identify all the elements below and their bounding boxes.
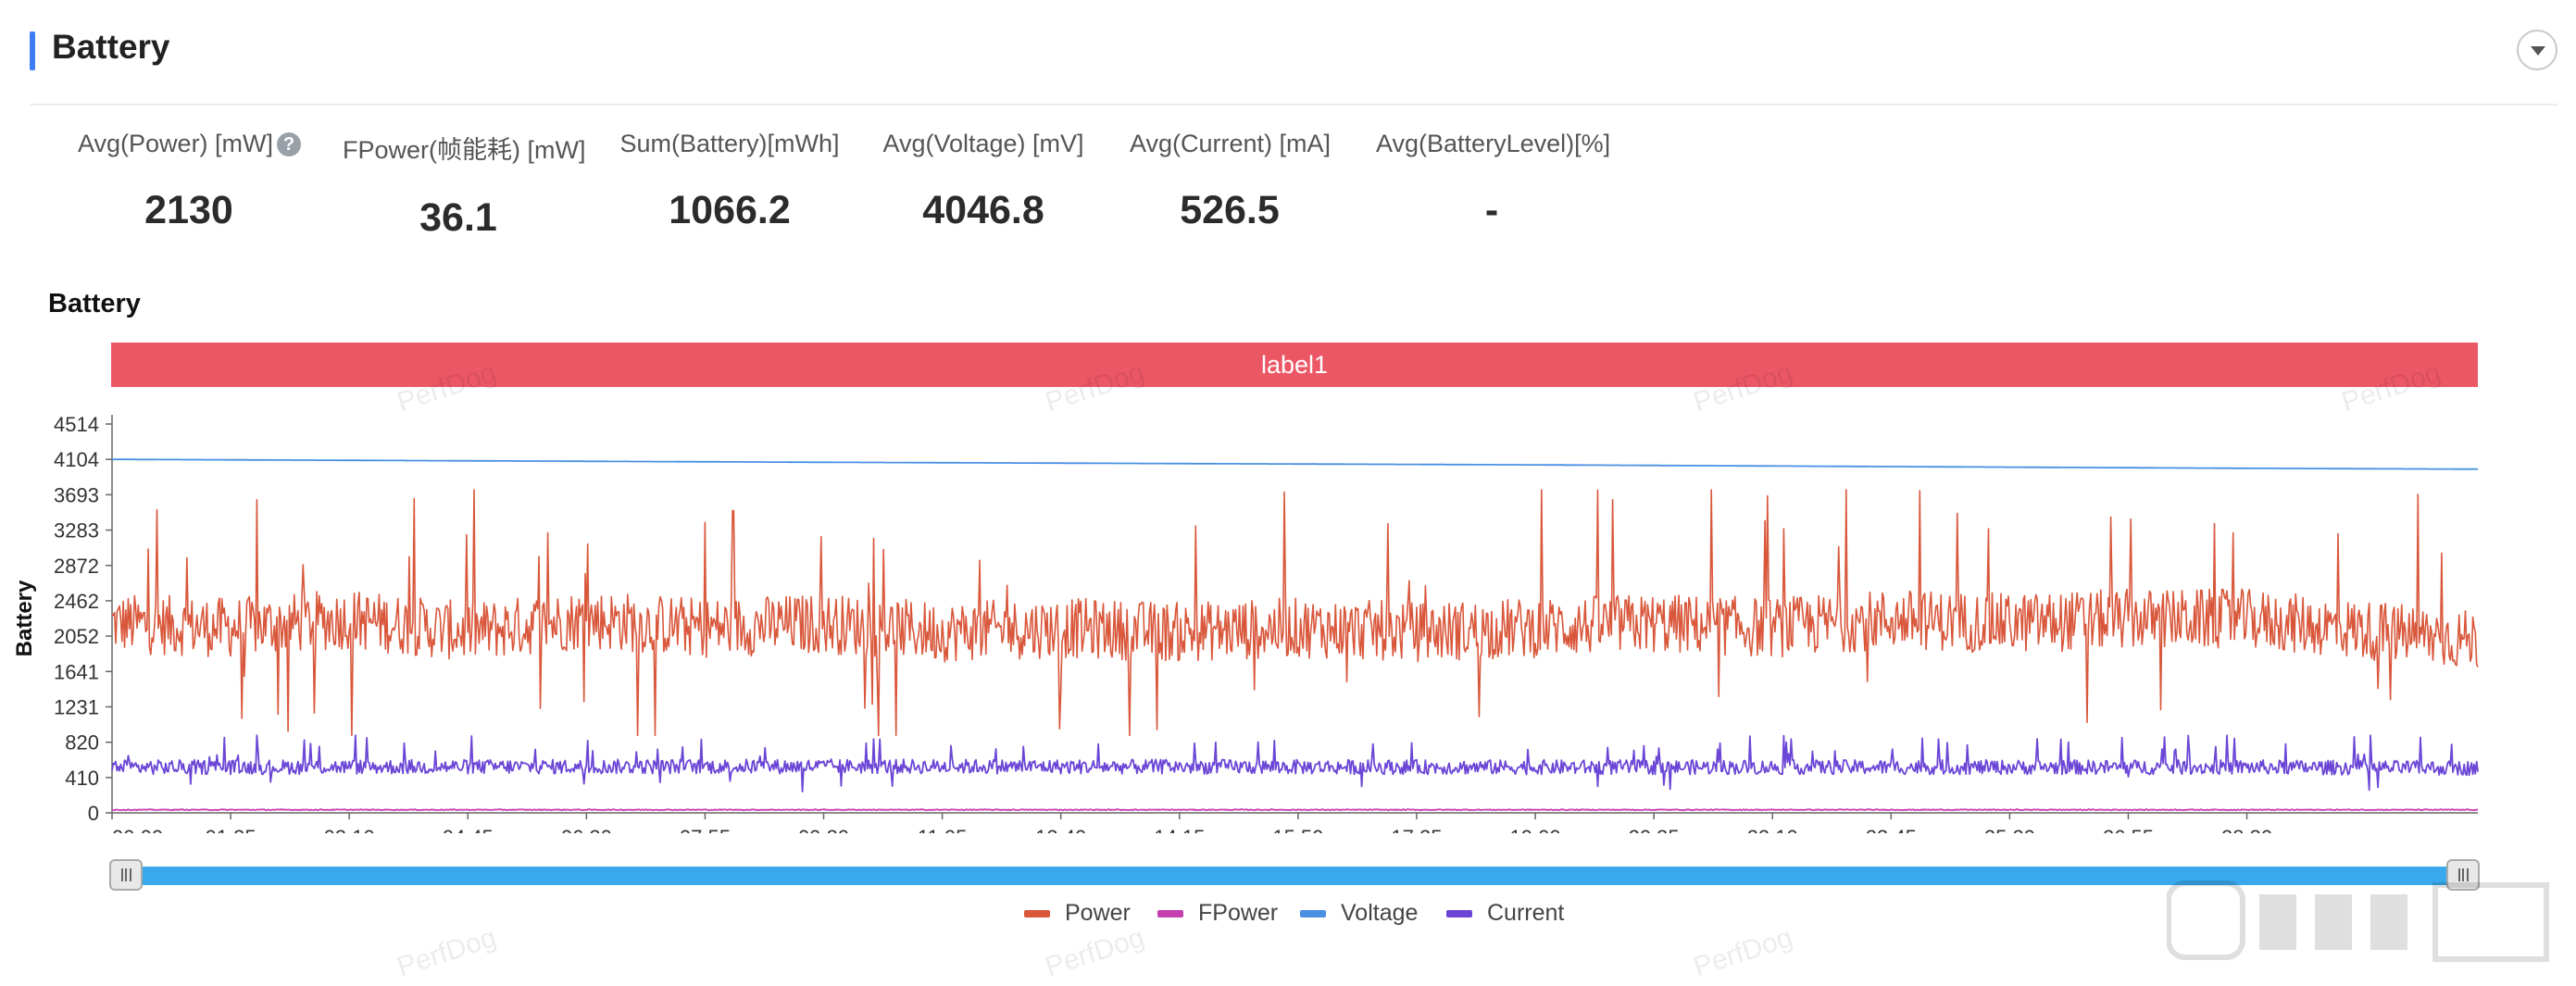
y-tick-label: 4104 — [54, 448, 99, 471]
section-header: Battery — [0, 0, 2576, 104]
chevron-down-icon — [2531, 46, 2545, 56]
x-tick-label: 00:00 — [112, 826, 163, 833]
stat-value: 1066.2 — [669, 188, 791, 232]
series-line-fpower — [111, 808, 2479, 811]
x-tick-label: 12:40 — [1035, 826, 1086, 833]
x-tick-label: 04:45 — [443, 826, 494, 833]
x-axis: 00:00 01:35 03:10 04:45 06:20 07:55 09:30 11:05… — [111, 812, 2478, 833]
stat-label: FPower(帧能耗) [mW] — [343, 136, 586, 164]
x-tick-label: 19:00 — [1510, 826, 1561, 833]
x-tick-label: 14:15 — [1154, 826, 1205, 833]
range-slider-start-handle[interactable] — [109, 859, 143, 891]
legend-swatch — [1300, 909, 1326, 917]
y-tick-label: 3283 — [54, 519, 99, 543]
stat-avg-current: Avg(Current) [mA] 526.5 — [1130, 130, 1332, 233]
grip-icon — [2458, 868, 2469, 881]
label-band[interactable]: label1 — [111, 343, 2478, 387]
legend-item-current[interactable]: Current — [1446, 900, 1564, 927]
legend-label: Voltage — [1341, 900, 1419, 926]
x-tick-label: 28:30 — [2221, 826, 2272, 833]
y-tick-label: 4514 — [54, 413, 99, 436]
stat-value: 526.5 — [1180, 188, 1280, 232]
collapse-button[interactable] — [2517, 30, 2557, 70]
x-tick-label: 26:55 — [2103, 826, 2154, 833]
legend-swatch — [1446, 909, 1472, 917]
section-title: Battery — [52, 28, 170, 66]
series-line-voltage — [111, 458, 2479, 470]
x-tick-label: 09:30 — [798, 826, 849, 833]
x-tick-label: 07:55 — [680, 826, 731, 833]
stat-fpower: FPower(帧能耗) [mW] 36.1 — [343, 130, 586, 241]
series-layer — [111, 458, 2479, 811]
x-tick-label: 25:20 — [1984, 826, 2035, 833]
x-tick-label: 23:45 — [1866, 826, 1917, 833]
section-accent-bar — [30, 31, 35, 70]
x-tick-label: 03:10 — [324, 826, 375, 833]
range-slider-end-handle[interactable] — [2446, 859, 2480, 891]
x-tick-label: 06:20 — [561, 826, 612, 833]
corner-logo-icon — [2167, 880, 2549, 962]
legend-label: Current — [1487, 900, 1565, 926]
stat-value: 2130 — [144, 188, 233, 232]
y-tick-label: 410 — [65, 767, 99, 790]
range-slider[interactable] — [109, 859, 2480, 892]
stat-label: Avg(Current) [mA] — [1130, 130, 1332, 157]
x-tick-label: 15:50 — [1272, 826, 1323, 833]
stat-label: Avg(Power) [mW] ? — [78, 130, 302, 158]
legend-label: FPower — [1198, 900, 1279, 926]
y-tick-label: 0 — [88, 802, 99, 825]
y-tick-label: 2052 — [54, 625, 99, 648]
legend-swatch — [1024, 909, 1050, 917]
legend-item-voltage[interactable]: Voltage — [1300, 900, 1418, 927]
stat-label: Avg(BatteryLevel)[%] — [1376, 130, 1611, 157]
stat-value: - — [1484, 188, 1499, 232]
x-tick-label: 11:05 — [918, 826, 967, 833]
stat-value: 4046.8 — [922, 188, 1044, 232]
series-line-power — [111, 489, 2479, 737]
chart-title: Battery — [48, 289, 141, 318]
stat-label: Avg(Voltage) [mV] — [882, 130, 1084, 157]
stat-label: Sum(Battery)[mWh] — [619, 130, 840, 157]
stat-avg-battery-level: Avg(BatteryLevel)[%] - — [1376, 130, 1611, 233]
y-axis: 0 410 820 1231 1641 2052 2462 2872 3283 3693 4104 4… — [12, 413, 113, 825]
help-icon[interactable]: ? — [277, 131, 302, 156]
y-tick-label: 1641 — [54, 660, 99, 683]
y-tick-label: 820 — [65, 731, 99, 755]
y-tick-label: 3693 — [54, 483, 99, 506]
x-tick-label: 22:10 — [1747, 826, 1798, 833]
range-slider-track[interactable] — [120, 867, 2469, 885]
x-tick-label: 17:25 — [1391, 826, 1442, 833]
legend-item-fpower[interactable]: FPower — [1157, 900, 1278, 927]
legend-label: Power — [1065, 900, 1131, 926]
stat-avg-voltage: Avg(Voltage) [mV] 4046.8 — [882, 130, 1085, 233]
y-tick-label: 2462 — [54, 590, 99, 613]
battery-line-chart: 0 410 820 1231 1641 2052 2462 2872 3283 3693 4104 4… — [12, 413, 2479, 833]
y-tick-label: 1231 — [54, 695, 99, 718]
stat-sum-battery: Sum(Battery)[mWh] 1066.2 — [619, 130, 841, 233]
header-divider — [30, 104, 2557, 106]
stat-label-text: Avg(Power) [mW] — [78, 130, 274, 157]
legend-item-power[interactable]: Power — [1024, 900, 1131, 927]
stat-avg-power: Avg(Power) [mW] ? 2130 — [78, 130, 302, 233]
y-tick-label: 2872 — [54, 555, 99, 578]
series-line-current — [111, 734, 2479, 793]
stats-row: Avg(Power) [mW] ? 2130 FPower(帧能耗) [mW] … — [0, 130, 1667, 259]
stat-value: 36.1 — [419, 195, 497, 240]
legend-swatch — [1157, 909, 1183, 917]
chart-legend: Power FPower Voltage Current — [0, 900, 2576, 933]
x-tick-label: 01:35 — [206, 826, 256, 833]
x-tick-label: 20:35 — [1629, 826, 1680, 833]
grip-icon — [121, 868, 131, 881]
y-axis-label: Battery — [12, 580, 37, 656]
